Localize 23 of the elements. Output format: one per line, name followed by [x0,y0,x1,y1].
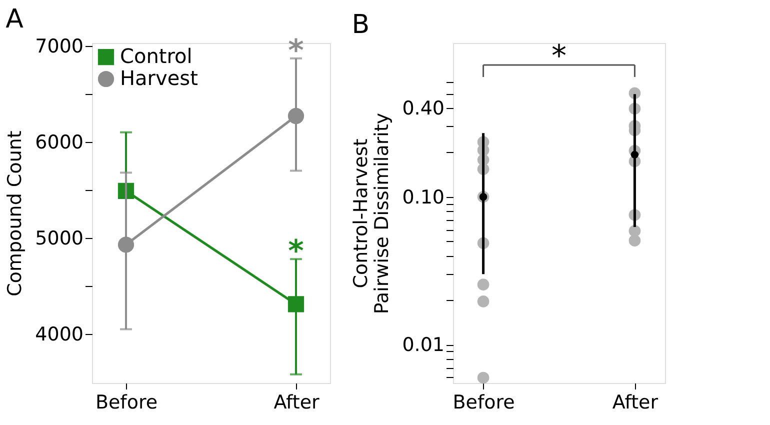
y-tick-label: 0.10 [402,186,444,208]
annotation: * [288,33,304,68]
x-tick-label: After [612,392,658,414]
x-tick-label: After [274,392,320,414]
annotation: * [552,39,566,74]
legend-label: Control [120,44,192,68]
y-tick-label: 0.40 [402,97,444,120]
x-tick-label: Before [452,392,515,414]
annotation: * [288,234,304,270]
y-tick-label: 6000 [35,131,84,154]
y-tick-label: 5000 [35,227,84,250]
y-tick-label: 0.01 [402,334,444,356]
point [288,296,304,312]
y-tick-label: 7000 [35,35,84,58]
x-tick-label: Before [95,392,158,414]
y-axis-title: Compound Count [4,130,26,296]
chart-title: A [6,4,24,34]
y-tick-label: 4000 [35,324,84,346]
legend-label: Harvest [120,66,198,90]
y-axis-title: Control-Harvest Pairwise Dissimilarity [350,112,394,314]
point [118,236,134,253]
point [288,108,304,124]
chart-title: B [352,10,370,40]
